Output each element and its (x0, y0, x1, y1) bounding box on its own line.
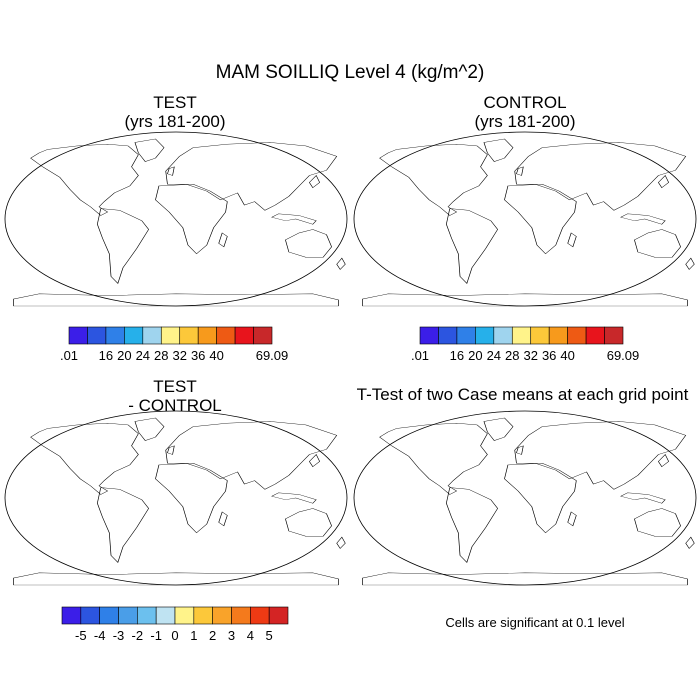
control-colorbar-tick-label: 24 (487, 348, 501, 363)
test-colorbar-swatch (160, 326, 181, 345)
control-colorbar-tick-label: 32 (523, 348, 537, 363)
control-title-line1: CONTROL (483, 93, 567, 112)
control-map-outline (353, 131, 697, 307)
test-colorbar-tick-label: .01 (60, 348, 78, 363)
test-colorbar-tick-label: 36 (191, 348, 205, 363)
diff-colorbar-tick-label: -1 (150, 628, 162, 643)
diff-colorbar-tick-label: -3 (113, 628, 125, 643)
control-colorbar-swatch (604, 326, 624, 345)
test-colorbar-swatch (179, 326, 199, 345)
diff-colorbar-tick-label: -2 (132, 628, 144, 643)
test-colorbar-tick-label: 20 (117, 348, 131, 363)
test-colorbar-swatch (124, 326, 144, 345)
control-colorbar: .01 16 20 24 28 32 36 40 69.09 (411, 326, 640, 363)
control-colorbar-swatch (456, 326, 476, 345)
control-colorbar-swatch (530, 326, 550, 345)
control-colorbar-swatch (493, 326, 513, 345)
diff-title-line2: - CONTROL (128, 396, 222, 415)
control-colorbar-swatch (475, 326, 495, 345)
control-map-background (354, 132, 696, 306)
diff-colorbar-swatch (155, 606, 176, 625)
ttest-map-background (354, 411, 696, 585)
diff-colorbar-tick-label: 4 (247, 628, 254, 643)
diff-colorbar-swatch (193, 606, 213, 625)
control-colorbar-tick-label: 20 (468, 348, 482, 363)
control-title-line2: (yrs 181-200) (474, 112, 576, 131)
diff-colorbar-swatch (61, 606, 82, 625)
diff-map-background (5, 411, 347, 585)
ttest-map-panel (354, 411, 696, 585)
control-colorbar-tick-label: 16 (450, 348, 464, 363)
control-map-panel (354, 132, 697, 307)
control-colorbar-swatch (548, 326, 568, 345)
control-colorbar-tick-label: 40 (560, 348, 574, 363)
ttest-map-outline (353, 410, 697, 586)
test-colorbar: .01 16 20 24 28 32 36 40 69.09 (60, 326, 289, 363)
diff-map-outline (4, 410, 348, 586)
diff-colorbar-tick-label: 5 (266, 628, 273, 643)
test-colorbar-swatch (68, 326, 88, 345)
diff-title-line1: TEST (153, 377, 197, 396)
diff-colorbar-swatch (174, 606, 195, 625)
diff-colorbar-swatch (231, 606, 251, 625)
test-colorbar-tick-label: 16 (99, 348, 113, 363)
test-colorbar-tick-label: 28 (154, 348, 168, 363)
test-colorbar-swatch (197, 326, 217, 345)
test-colorbar-swatch (105, 326, 125, 345)
diff-colorbar-tick-label: 3 (228, 628, 235, 643)
ttest-note: Cells are significant at 0.1 level (445, 615, 625, 630)
diff-colorbar-swatch (99, 606, 119, 625)
test-map-panel (5, 132, 348, 307)
diff-colorbar-swatch (80, 606, 100, 625)
test-map-outline (4, 131, 348, 307)
test-colorbar-tick-label: 32 (172, 348, 186, 363)
control-panel-title: CONTROL (yrs 181-200) (425, 93, 625, 131)
diff-colorbar-swatch (268, 606, 289, 625)
diff-colorbar-swatch (137, 606, 157, 625)
diff-colorbar-tick-label: 0 (171, 628, 178, 643)
control-colorbar-tick-label: .01 (411, 348, 429, 363)
ttest-panel-title: T-Test of two Case means at each grid po… (356, 385, 689, 404)
control-colorbar-tick-label: 36 (542, 348, 556, 363)
test-colorbar-swatch (87, 326, 107, 345)
control-colorbar-swatch (585, 326, 605, 345)
control-colorbar-tick-label: 69.09 (607, 348, 640, 363)
figure-title: MAM SOILLIQ Level 4 (kg/m^2) (215, 62, 485, 83)
diff-colorbar-tick-label: 2 (209, 628, 216, 643)
test-map-background (5, 132, 347, 306)
test-title-line1: TEST (153, 93, 197, 112)
test-colorbar-tick-label: 69.09 (256, 348, 289, 363)
diff-colorbar-swatch (118, 606, 138, 625)
test-colorbar-tick-label: 24 (136, 348, 150, 363)
diff-panel-title: TEST - CONTROL (75, 377, 275, 415)
diff-colorbar-tick-label: -5 (75, 628, 87, 643)
diff-colorbar-tick-label: 1 (190, 628, 197, 643)
control-colorbar-swatch (419, 326, 439, 345)
test-colorbar-swatch (234, 326, 254, 345)
diff-colorbar-swatch (212, 606, 232, 625)
test-colorbar-swatch (142, 326, 162, 345)
diff-colorbar: -5 -4 -3 -2 -1 0 1 2 3 4 5 (61, 606, 289, 643)
control-colorbar-swatch (438, 326, 458, 345)
test-colorbar-swatch (216, 326, 236, 345)
control-colorbar-tick-label: 28 (505, 348, 519, 363)
diff-map-panel (5, 411, 348, 586)
test-panel-title: TEST (yrs 181-200) (75, 93, 275, 131)
control-colorbar-swatch (511, 326, 532, 345)
diff-colorbar-swatch (250, 606, 270, 625)
test-colorbar-tick-label: 40 (209, 348, 223, 363)
control-colorbar-swatch (567, 326, 587, 345)
diff-colorbar-tick-label: -4 (94, 628, 106, 643)
test-title-line2: (yrs 181-200) (124, 112, 226, 131)
test-colorbar-swatch (253, 326, 273, 345)
